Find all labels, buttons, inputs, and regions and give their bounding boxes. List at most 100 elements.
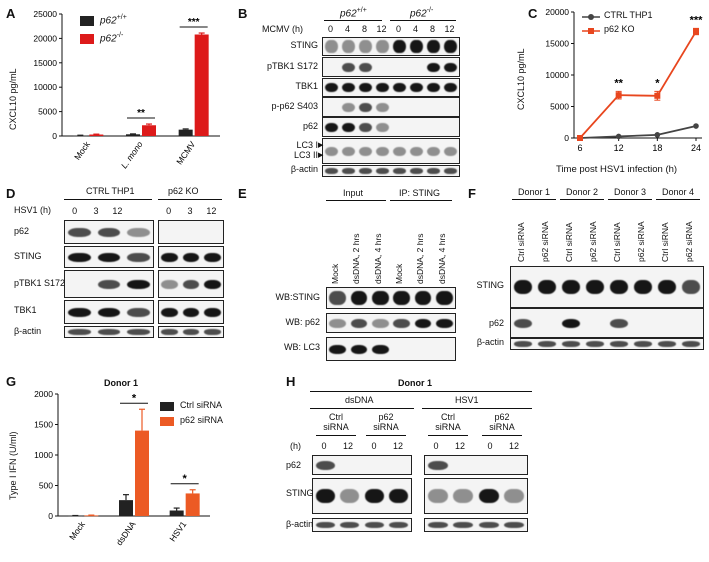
sig-label: * [132,392,137,404]
blot-row-label: p62 [302,121,318,131]
lane-label: Ctrl siRNA [612,222,622,262]
panel-c-xlabel: Time post HSV1 infection (h) [556,164,678,175]
y-tick-label: 10000 [33,82,57,92]
series-line [579,31,697,139]
panel-e-group1: Input [343,188,364,198]
bar [126,134,140,136]
blot-band [504,521,525,529]
blot-band [350,318,368,328]
y-tick-label: 5000 [38,107,57,117]
blot-band [341,146,356,156]
lane-label: Ctrl siRNA [564,222,574,262]
blot-band [657,280,677,294]
blot-strip [424,518,528,532]
blot-band [350,291,368,305]
blot-band [97,252,121,262]
blot-band [478,521,499,529]
blot-strip [424,478,528,514]
lane-time-label: 8 [361,24,367,34]
condition-label: p62 [378,412,394,422]
lane-time-label: 0 [166,206,172,216]
blot-band [315,489,335,503]
blot-band [537,280,557,294]
blot-band [427,521,448,529]
blot-band [341,168,356,174]
lane-time-label: 12 [392,441,403,451]
blot-band [372,291,389,305]
condition-label: Ctrl [329,412,343,422]
y-tick-label: 500 [39,481,53,491]
lane-time-label: 12 [444,24,455,34]
blot-strip [158,300,224,324]
x-tick-label: Mock [67,519,87,542]
panel-h-title: Donor 1 [398,378,433,388]
blot-band [372,318,389,328]
blot-band [161,252,178,262]
x-tick-label: 18 [652,143,662,153]
blot-band [443,39,458,54]
blot-strip [158,326,224,338]
x-tick-label: 6 [577,143,582,153]
sig-label: *** [188,17,200,28]
condition-label: siRNA [435,422,461,432]
panel-d-group1-line [64,199,152,200]
condition-label: siRNA [373,422,399,432]
blot-band [443,168,458,174]
blot-row-label: WB: p62 [285,317,320,327]
sig-label: *** [690,14,704,26]
panel-a-chart: 0 5000 10000 15000 20000 25000 Mock L. mono MCMV… [33,9,220,170]
x-tick-label: 12 [614,143,624,153]
legend-swatch-wt [80,16,94,26]
bar [178,129,193,136]
donor-line [608,199,652,200]
legend-label-wt: p62+/+ [100,14,127,27]
sig-label: * [183,473,188,485]
lane-time-label: 4 [344,24,350,34]
y-tick-label: 2000 [34,389,53,399]
blot-strip [312,478,412,514]
lane-label: dsDNA, 4 hrs [372,233,383,284]
donor-line [656,199,700,200]
blot-band [427,460,448,470]
panel-b-geno2: p62-/- [410,7,434,20]
blot-band [358,102,373,112]
blot-band [427,489,448,503]
panel-d-letter: D [6,186,16,201]
blot-row-label: β-actin [286,519,314,529]
blot-band [375,122,390,132]
y-tick-label: 15000 [33,58,57,68]
blot-band [97,307,121,317]
legend-marker-ctrl [582,14,600,20]
legend-swatch-p62-sirna [160,417,174,426]
blot-band [414,318,432,328]
blot-band [537,341,557,347]
blot-band [561,318,581,328]
panel-h-treat2-line [422,408,532,409]
lane-time-label: 12 [342,441,353,451]
blot-band [375,146,390,156]
blot-band [126,329,150,335]
blot-row-label: TBK1 [14,305,37,315]
blot-band [324,122,339,132]
blot-band [97,227,121,237]
blot-band [68,252,92,262]
donor-label: Donor 3 [613,187,647,197]
blot-row-label: pTBK1 S172 [266,61,318,71]
blot-band [126,279,150,289]
panel-d-group2-line [158,199,222,200]
lane-label: Mock [394,263,404,284]
donor-line [512,199,556,200]
donor-label: Donor 4 [661,187,695,197]
blot-band [392,146,407,156]
blot-band [341,102,356,112]
y-tick-label: 20000 [33,33,57,43]
y-tick-label: 20000 [545,7,569,17]
y-tick-label: 1500 [34,420,53,430]
blot-band [409,168,424,174]
data-point [693,123,699,129]
blot-band [426,83,441,92]
blot-band [324,39,339,54]
blot-band [426,168,441,174]
lane-label: p62 siRNA [684,221,694,262]
